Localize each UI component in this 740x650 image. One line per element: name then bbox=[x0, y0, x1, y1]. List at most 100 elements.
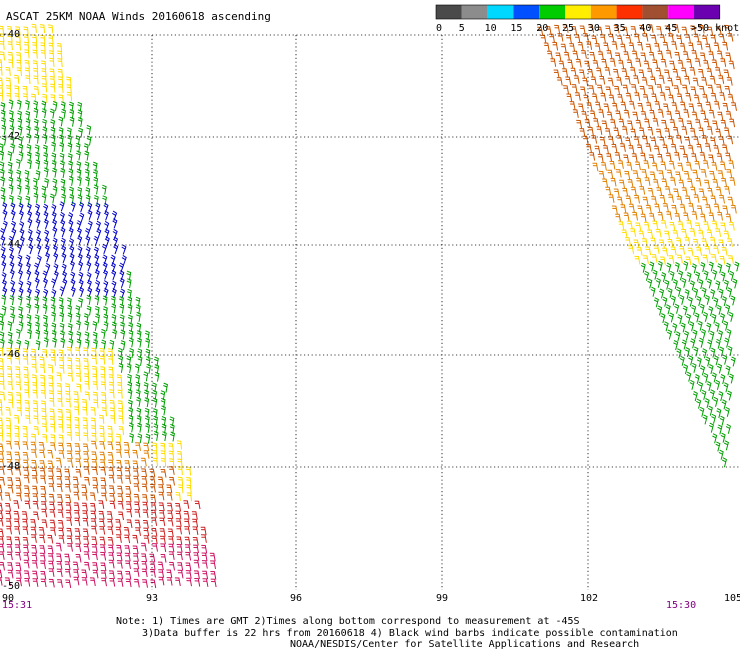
wind-barb bbox=[718, 346, 724, 357]
wind-barb bbox=[210, 560, 216, 569]
wind-barb bbox=[702, 160, 709, 169]
wind-barb bbox=[709, 75, 716, 85]
wind-barb bbox=[56, 382, 63, 392]
wind-barb bbox=[608, 94, 615, 104]
wind-barb bbox=[40, 42, 46, 52]
wind-barb bbox=[91, 466, 98, 476]
wind-barb bbox=[76, 320, 81, 331]
wind-barb bbox=[718, 75, 725, 84]
wind-barb bbox=[708, 51, 715, 60]
wind-barb bbox=[58, 297, 64, 307]
wind-barb bbox=[601, 58, 608, 68]
wind-barb bbox=[111, 288, 117, 299]
wind-barb bbox=[109, 389, 115, 399]
wind-barb bbox=[78, 127, 83, 138]
wind-barb bbox=[57, 58, 63, 68]
wind-barb bbox=[50, 527, 56, 536]
wind-barb bbox=[144, 389, 149, 400]
wind-barb bbox=[144, 415, 150, 426]
wind-barb bbox=[0, 476, 5, 486]
wind-barb bbox=[621, 126, 628, 135]
wind-barb bbox=[690, 186, 697, 196]
wind-barb bbox=[650, 76, 657, 86]
wind-barb bbox=[7, 33, 13, 43]
wind-barb bbox=[48, 568, 55, 577]
wind-barb bbox=[651, 254, 658, 263]
wind-barb bbox=[660, 58, 667, 68]
wind-barb bbox=[14, 85, 20, 95]
wind-barb bbox=[84, 168, 90, 179]
wind-barb bbox=[638, 230, 645, 240]
wind-barb bbox=[0, 432, 4, 442]
wind-barb bbox=[153, 423, 159, 434]
wind-barb bbox=[135, 296, 141, 307]
wind-barb bbox=[49, 501, 56, 511]
wind-barb bbox=[680, 322, 686, 333]
wind-barb bbox=[8, 169, 13, 180]
wind-barb bbox=[51, 278, 57, 289]
wind-barb bbox=[642, 33, 649, 42]
wind-barb bbox=[135, 374, 141, 385]
wind-barb bbox=[590, 76, 597, 86]
wind-barb bbox=[670, 246, 677, 256]
wind-barb bbox=[42, 278, 48, 289]
wind-barb bbox=[57, 408, 63, 418]
wind-barb bbox=[68, 330, 73, 341]
wind-barb bbox=[42, 126, 48, 137]
wind-barb bbox=[78, 261, 84, 272]
wind-barb bbox=[57, 520, 64, 529]
wind-barb bbox=[100, 466, 107, 476]
wind-barb bbox=[51, 322, 57, 333]
wind-barb bbox=[75, 458, 82, 467]
wind-barb bbox=[9, 254, 15, 265]
wind-barb bbox=[16, 52, 22, 62]
wind-barb bbox=[176, 525, 182, 535]
wind-barb bbox=[710, 34, 717, 44]
wind-barb bbox=[721, 247, 728, 256]
wind-barb bbox=[0, 33, 5, 43]
wind-barb bbox=[49, 68, 55, 78]
wind-barb bbox=[7, 569, 14, 579]
wind-barb bbox=[169, 416, 175, 427]
wind-barb bbox=[681, 126, 688, 135]
wind-barb bbox=[706, 229, 713, 239]
wind-barb bbox=[633, 136, 640, 145]
legend-label: 45 bbox=[665, 23, 677, 34]
wind-barb bbox=[74, 510, 80, 519]
wind-barb bbox=[59, 322, 65, 333]
wind-barb bbox=[69, 194, 75, 205]
wind-barb bbox=[694, 222, 701, 232]
wind-barb bbox=[685, 92, 692, 102]
wind-barb bbox=[65, 579, 72, 589]
wind-barb bbox=[43, 211, 49, 222]
wind-barb bbox=[680, 101, 686, 111]
wind-barb bbox=[706, 278, 712, 289]
wind-barb bbox=[716, 50, 723, 60]
wind-barb bbox=[15, 562, 22, 572]
wind-barb bbox=[169, 476, 175, 486]
wind-barb bbox=[118, 511, 124, 521]
wind-barb bbox=[10, 202, 16, 213]
wind-barb bbox=[691, 211, 698, 220]
wind-barb bbox=[60, 219, 66, 230]
wind-barb bbox=[152, 442, 158, 452]
wind-barb bbox=[724, 186, 731, 195]
wind-barb bbox=[94, 269, 100, 280]
wind-barb bbox=[24, 500, 31, 510]
wind-barb bbox=[698, 230, 705, 239]
wind-barb bbox=[5, 510, 12, 520]
wind-barb bbox=[638, 127, 645, 137]
wind-barb bbox=[108, 570, 115, 579]
wind-barb bbox=[100, 562, 107, 572]
wind-barb bbox=[723, 127, 730, 137]
wind-barb bbox=[722, 41, 729, 51]
wind-barb bbox=[599, 136, 606, 146]
wind-barb bbox=[5, 503, 12, 512]
wind-barb bbox=[707, 405, 713, 416]
wind-barb bbox=[710, 254, 717, 263]
wind-barb bbox=[100, 381, 107, 391]
wind-barb bbox=[94, 295, 100, 306]
wind-barb bbox=[109, 381, 115, 391]
wind-barb bbox=[68, 237, 75, 249]
wind-barb bbox=[149, 476, 156, 485]
